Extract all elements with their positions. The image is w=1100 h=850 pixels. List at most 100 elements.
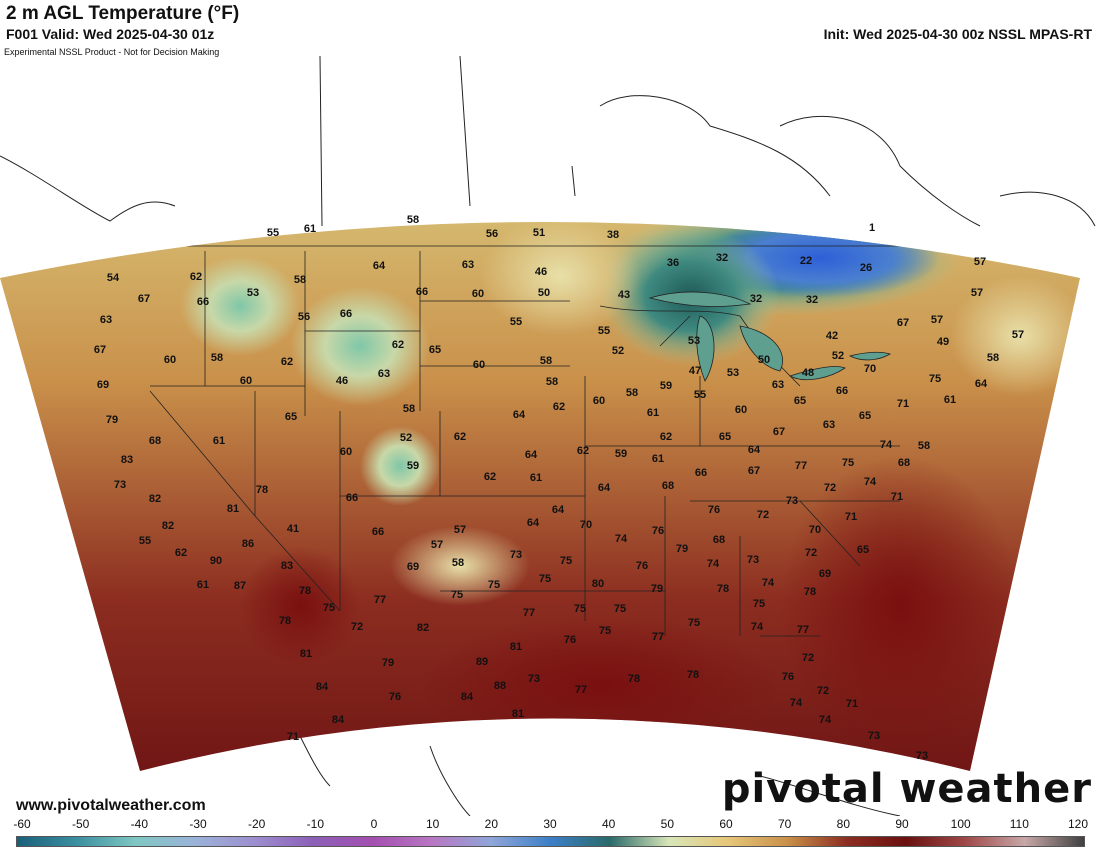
temperature-label: 60 <box>473 359 485 371</box>
temperature-label: 68 <box>149 435 161 447</box>
temperature-label: 64 <box>527 517 540 529</box>
temperature-label: 64 <box>373 260 386 272</box>
website-link[interactable]: www.pivotalweather.com <box>16 797 206 814</box>
init-time: Init: Wed 2025-04-30 00z NSSL MPAS-RT <box>823 26 1092 42</box>
temperature-label: 78 <box>628 673 640 685</box>
temperature-label: 77 <box>797 624 809 636</box>
temperature-label: 73 <box>528 673 540 685</box>
temperature-label: 59 <box>407 460 419 472</box>
temperature-label: 72 <box>805 547 817 559</box>
temperature-label: 26 <box>860 262 872 274</box>
temperature-label: 58 <box>918 440 930 452</box>
temperature-label: 60 <box>164 354 176 366</box>
temperature-label: 66 <box>372 526 384 538</box>
temperature-label: 56 <box>298 311 310 323</box>
temperature-label: 56 <box>486 228 498 240</box>
temperature-label: 75 <box>599 625 611 637</box>
temperature-label: 66 <box>836 385 848 397</box>
temperature-label: 67 <box>94 344 106 356</box>
temperature-label: 57 <box>431 539 443 551</box>
temperature-label: 75 <box>539 573 551 585</box>
temperature-label: 66 <box>346 492 358 504</box>
temperature-label: 32 <box>806 294 818 306</box>
temperature-label: 64 <box>525 449 538 461</box>
colorbar: -60 -50 -40 -30 -20 -10 0 10 20 30 40 50 60 70 80 90 100… <box>0 816 1100 850</box>
temperature-label: 62 <box>660 431 672 443</box>
temperature-label: 53 <box>688 335 700 347</box>
temperature-label: 78 <box>279 615 291 627</box>
temperature-label: 42 <box>826 330 838 342</box>
temperature-label: 72 <box>802 652 814 664</box>
temperature-label: 55 <box>139 535 151 547</box>
temperature-map: 55 61 58 56 51 38 1 54 62 58 64 63 46 36 32 22 26 57 67 66 5… <box>0 46 1100 816</box>
colorbar-tick-label: 100 <box>950 817 971 831</box>
temperature-label: 58 <box>407 214 419 226</box>
temperature-label: 74 <box>751 621 764 633</box>
temperature-label: 75 <box>614 603 626 615</box>
colorbar-tick-label: -20 <box>247 817 266 831</box>
temperature-label: 57 <box>931 314 943 326</box>
temperature-label: 64 <box>513 409 526 421</box>
temperature-label: 41 <box>287 523 299 535</box>
temperature-label: 78 <box>804 586 816 598</box>
temperature-label: 86 <box>242 538 254 550</box>
temperature-label: 82 <box>162 520 174 532</box>
temperature-label: 71 <box>897 398 909 410</box>
temperature-label: 52 <box>832 350 844 362</box>
temperature-label: 58 <box>626 387 638 399</box>
temperature-label: 76 <box>636 560 648 572</box>
temperature-label: 73 <box>114 479 126 491</box>
temperature-label: 78 <box>687 669 699 681</box>
temperature-label: 76 <box>564 634 576 646</box>
temperature-label: 72 <box>351 621 363 633</box>
temperature-label: 78 <box>256 484 268 496</box>
temperature-label: 58 <box>211 352 223 364</box>
temperature-label: 63 <box>100 314 112 326</box>
temperature-label: 73 <box>786 495 798 507</box>
temperature-label: 73 <box>747 554 759 566</box>
colorbar-tick-label: 80 <box>836 817 851 831</box>
temperature-label: 67 <box>748 465 760 477</box>
temperature-label: 59 <box>615 448 627 460</box>
temperature-label: 79 <box>676 543 688 555</box>
temperature-label: 74 <box>615 533 628 545</box>
state-boundaries <box>149 245 1000 637</box>
temperature-label: 62 <box>553 401 565 413</box>
temperature-label: 38 <box>607 229 619 241</box>
temperature-label: 81 <box>300 648 312 660</box>
temperature-label: 63 <box>823 419 835 431</box>
temperature-label: 57 <box>1012 329 1024 341</box>
temperature-label: 65 <box>285 411 297 423</box>
temperature-label: 77 <box>795 460 807 472</box>
temperature-label: 63 <box>772 379 784 391</box>
temperature-label: 82 <box>417 622 429 634</box>
temperature-label: 77 <box>652 631 664 643</box>
temperature-label: 84 <box>332 714 345 726</box>
temperature-label: 55 <box>694 389 706 401</box>
temperature-label: 81 <box>512 708 524 720</box>
temperature-label: 62 <box>175 547 187 559</box>
temperature-label: 58 <box>540 355 552 367</box>
map-title: 2 m AGL Temperature (°F) <box>6 3 240 24</box>
temperature-label: 58 <box>546 376 558 388</box>
colorbar-tick-label: 20 <box>484 817 499 831</box>
temperature-label: 62 <box>577 445 589 457</box>
temperature-label: 58 <box>452 557 464 569</box>
temperature-label: 64 <box>552 504 565 516</box>
colorbar-tick-label: -60 <box>13 817 31 831</box>
temperature-label: 61 <box>213 435 225 447</box>
valid-time: F001 Valid: Wed 2025-04-30 01z <box>6 26 215 42</box>
temperature-label: 60 <box>340 446 352 458</box>
temperature-label: 69 <box>407 561 419 573</box>
colorbar-tick-label: 90 <box>895 817 909 831</box>
temperature-label: 68 <box>898 457 910 469</box>
temperature-label: 77 <box>575 684 587 696</box>
temperature-label: 90 <box>210 555 222 567</box>
temperature-label: 62 <box>484 471 496 483</box>
temperature-label: 36 <box>667 257 679 269</box>
temperature-label: 80 <box>592 578 604 590</box>
temperature-label: 88 <box>494 680 506 692</box>
temperature-label: 63 <box>378 368 390 380</box>
temperature-label: 75 <box>929 373 941 385</box>
temperature-label: 64 <box>598 482 611 494</box>
